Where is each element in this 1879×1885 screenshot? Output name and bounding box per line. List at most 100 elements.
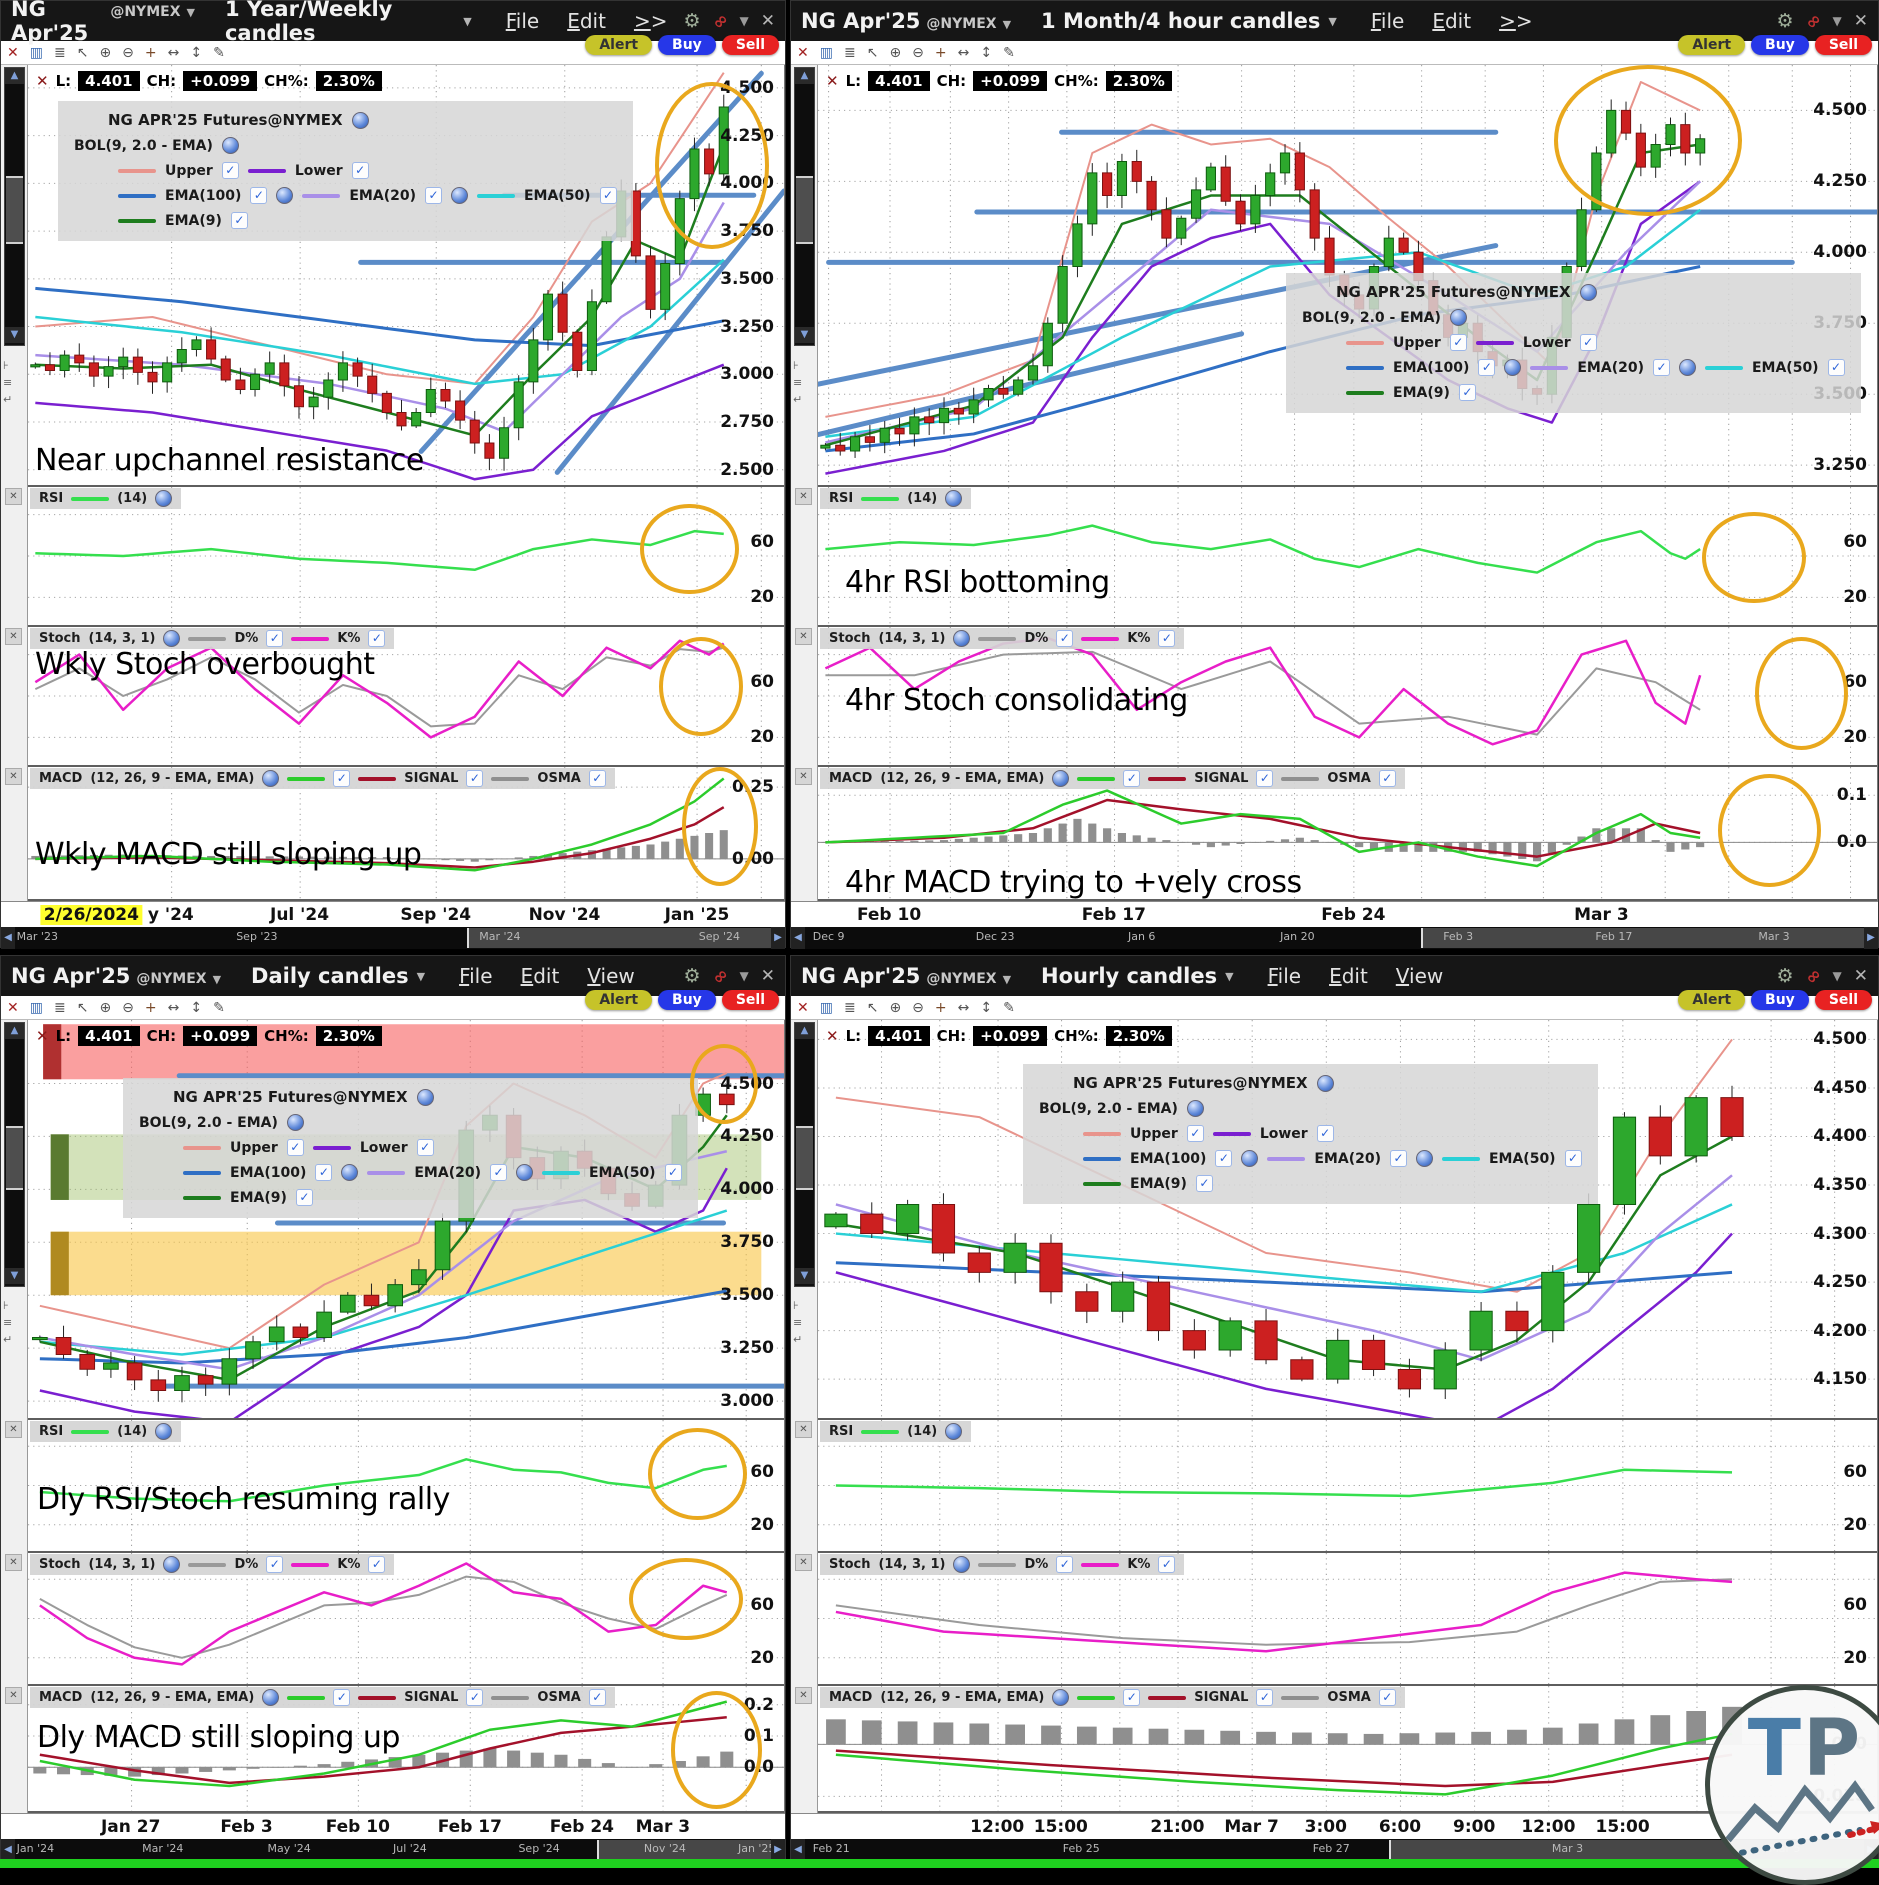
return-icon[interactable]: ↵	[3, 1333, 12, 1346]
upper-checkbox[interactable]: ✓	[1187, 1125, 1204, 1142]
macd-line-checkbox[interactable]: ✓	[333, 1689, 350, 1706]
price-pointer-icon[interactable]: ⊦	[3, 1299, 12, 1312]
zoom-out-icon[interactable]: ⊖	[912, 1001, 924, 1015]
stoch-close-icon[interactable]: ✕	[5, 628, 22, 645]
return-icon[interactable]: ↵	[793, 393, 802, 406]
menu-[interactable]: >>	[1499, 9, 1533, 33]
settings-gear-icon[interactable]: ⚙	[683, 10, 700, 32]
zoom-out-icon[interactable]: ⊖	[912, 46, 924, 60]
link-icon[interactable]: ∞	[1800, 8, 1825, 33]
macd-panel[interactable]: MACD (12, 26, 9 - EMA, EMA) ✓ SIGNAL ✓ O…	[28, 1686, 784, 1813]
globe-icon[interactable]	[451, 187, 468, 204]
cursor-icon[interactable]: ↖	[77, 1001, 89, 1015]
scroll-down-icon[interactable]: ▼	[795, 1268, 814, 1284]
menu-edit[interactable]: Edit	[1329, 964, 1368, 988]
collapse-icon[interactable]: ▼	[740, 14, 749, 28]
sell-button[interactable]: Sell	[722, 990, 779, 1010]
crosshair-icon[interactable]: +	[935, 1001, 947, 1015]
zoom-in-icon[interactable]: ⊕	[99, 46, 111, 60]
link-icon[interactable]: ∞	[1800, 963, 1825, 988]
draw-line-icon[interactable]: ✎	[213, 46, 225, 60]
ema100-checkbox[interactable]: ✓	[315, 1164, 332, 1181]
rsi-close-icon[interactable]: ✕	[795, 1421, 812, 1438]
menu-file[interactable]: File	[459, 964, 492, 988]
upper-checkbox[interactable]: ✓	[1450, 334, 1467, 351]
scroll-down-icon[interactable]: ▼	[795, 327, 814, 343]
close-icon[interactable]: ✕	[826, 72, 839, 90]
expand-vertical-icon[interactable]: ↕	[980, 1001, 992, 1015]
globe-icon[interactable]	[276, 187, 293, 204]
ema100-checkbox[interactable]: ✓	[1478, 359, 1495, 376]
bar-chart-icon[interactable]: ▥	[30, 1001, 43, 1015]
link-icon[interactable]: ∞	[707, 8, 732, 33]
link-icon[interactable]: ∞	[707, 963, 732, 988]
slider-right-icon[interactable]: ▶	[771, 927, 785, 949]
sell-button[interactable]: Sell	[722, 35, 779, 55]
cursor-icon[interactable]: ↖	[867, 46, 879, 60]
main-price-chart[interactable]: ✕ L: 4.401 CH: +0.099 CH%: 2.30% NG APR'…	[818, 65, 1877, 487]
main-price-chart[interactable]: ✕ L: 4.401 CH: +0.099 CH%: 2.30% NG APR'…	[28, 65, 784, 487]
return-icon[interactable]: ↵	[793, 1333, 802, 1346]
bar-chart-icon[interactable]: ▥	[30, 46, 43, 60]
rsi-close-icon[interactable]: ✕	[5, 488, 22, 505]
globe-icon[interactable]	[953, 1556, 970, 1573]
ema9-checkbox[interactable]: ✓	[1459, 384, 1476, 401]
close-icon[interactable]: ✕	[761, 11, 775, 31]
macd-close-icon[interactable]: ✕	[5, 768, 22, 785]
globe-icon[interactable]	[352, 112, 369, 129]
close-chart-icon[interactable]: ✕	[7, 46, 19, 60]
crosshair-icon[interactable]: +	[145, 46, 157, 60]
close-chart-icon[interactable]: ✕	[7, 1001, 19, 1015]
collapse-icon[interactable]: ▼	[1833, 969, 1842, 983]
main-price-chart[interactable]: ✕ L: 4.401 CH: +0.099 CH%: 2.30% NG APR'…	[28, 1020, 784, 1420]
close-icon[interactable]: ✕	[1854, 966, 1868, 986]
slider-left-icon[interactable]: ◀	[1, 1839, 15, 1861]
settings-gear-icon[interactable]: ⚙	[1776, 10, 1793, 32]
ema9-checkbox[interactable]: ✓	[231, 212, 248, 229]
alert-button[interactable]: Alert	[585, 35, 652, 55]
menu-file[interactable]: File	[506, 9, 539, 33]
menu-[interactable]: >>	[634, 9, 668, 33]
globe-icon[interactable]	[1187, 1100, 1204, 1117]
globe-icon[interactable]	[945, 1423, 962, 1440]
stoch-d-checkbox[interactable]: ✓	[266, 630, 283, 647]
main-price-chart[interactable]: ✕ L: 4.401 CH: +0.099 CH%: 2.30% NG APR'…	[818, 1020, 1877, 1420]
alert-button[interactable]: Alert	[1678, 990, 1745, 1010]
v-scrollbar[interactable]: ▲▼	[4, 1022, 25, 1287]
macd-signal-checkbox[interactable]: ✓	[466, 1689, 483, 1706]
crosshair-icon[interactable]: +	[935, 46, 947, 60]
lines-icon[interactable]: ≡	[3, 1316, 12, 1329]
return-icon[interactable]: ↵	[3, 393, 12, 406]
globe-icon[interactable]	[1052, 1689, 1069, 1706]
ema20-checkbox[interactable]: ✓	[425, 187, 442, 204]
draw-line-icon[interactable]: ✎	[1003, 1001, 1015, 1015]
price-pointer-icon[interactable]: ⊦	[3, 359, 12, 372]
slider-right-icon[interactable]: ▶	[1864, 927, 1878, 949]
globe-icon[interactable]	[1580, 284, 1597, 301]
ema20-checkbox[interactable]: ✓	[1653, 359, 1670, 376]
zoom-in-icon[interactable]: ⊕	[889, 46, 901, 60]
globe-icon[interactable]	[1679, 359, 1696, 376]
buy-button[interactable]: Buy	[1751, 35, 1809, 55]
zoom-out-icon[interactable]: ⊖	[122, 1001, 134, 1015]
v-scroll-track[interactable]	[5, 1039, 24, 1268]
lower-checkbox[interactable]: ✓	[352, 162, 369, 179]
macd-line-checkbox[interactable]: ✓	[1123, 1689, 1140, 1706]
symbol-dropdown[interactable]: NG Apr'25 @NYMEX ▼	[801, 9, 1011, 33]
scroll-up-icon[interactable]: ▲	[795, 68, 814, 84]
close-icon[interactable]: ✕	[36, 1027, 49, 1045]
expand-horizontal-icon[interactable]: ↔	[168, 46, 180, 60]
menu-edit[interactable]: Edit	[1432, 9, 1471, 33]
cursor-icon[interactable]: ↖	[77, 46, 89, 60]
candles-icon[interactable]: ≣	[54, 46, 66, 60]
globe-icon[interactable]	[1052, 770, 1069, 787]
timeframe-dropdown[interactable]: 1 Year/Weekly candles ▼	[225, 0, 472, 45]
candles-icon[interactable]: ≣	[844, 1001, 856, 1015]
v-scroll-track[interactable]	[795, 1039, 814, 1268]
